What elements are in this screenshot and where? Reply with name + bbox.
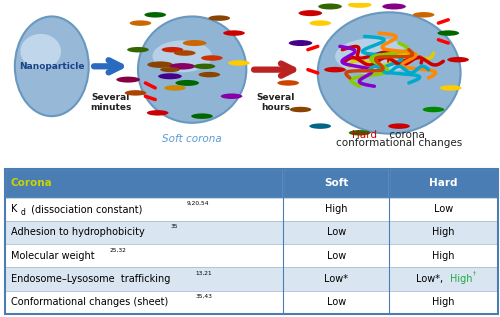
Text: Low*,: Low*, <box>416 274 446 284</box>
Ellipse shape <box>144 12 166 17</box>
Ellipse shape <box>183 40 206 46</box>
Text: High: High <box>432 297 454 307</box>
Ellipse shape <box>158 73 182 79</box>
Ellipse shape <box>124 90 146 96</box>
Ellipse shape <box>127 47 149 52</box>
Ellipse shape <box>318 12 460 133</box>
Bar <box>389 291 498 314</box>
Text: 13,21: 13,21 <box>196 271 212 276</box>
Text: 35: 35 <box>171 224 178 229</box>
Ellipse shape <box>194 64 216 69</box>
Ellipse shape <box>201 55 222 61</box>
Ellipse shape <box>318 3 342 10</box>
Text: Soft: Soft <box>324 178 348 188</box>
Bar <box>284 291 389 314</box>
Text: 9,20,54: 9,20,54 <box>186 201 209 206</box>
Bar <box>284 244 389 267</box>
Bar <box>284 221 389 244</box>
Ellipse shape <box>148 61 173 68</box>
Ellipse shape <box>440 85 462 91</box>
Ellipse shape <box>198 72 220 77</box>
Ellipse shape <box>422 107 444 112</box>
Text: Molecular weight: Molecular weight <box>11 251 94 261</box>
Ellipse shape <box>176 80 199 86</box>
Text: Hard: Hard <box>429 178 458 188</box>
Ellipse shape <box>335 38 413 74</box>
Ellipse shape <box>15 16 88 116</box>
Ellipse shape <box>290 107 312 112</box>
Text: 25,32: 25,32 <box>110 247 126 252</box>
Text: Several
hours: Several hours <box>256 93 295 112</box>
Ellipse shape <box>310 123 331 129</box>
Ellipse shape <box>138 16 246 123</box>
Ellipse shape <box>438 30 459 36</box>
Ellipse shape <box>191 113 213 119</box>
Text: High: High <box>450 274 472 284</box>
Ellipse shape <box>448 57 469 62</box>
Ellipse shape <box>220 94 242 99</box>
Text: Nanoparticle: Nanoparticle <box>19 62 84 71</box>
Ellipse shape <box>164 85 186 91</box>
Text: High: High <box>432 251 454 261</box>
Bar <box>389 244 498 267</box>
Ellipse shape <box>413 12 434 17</box>
Bar <box>5 221 283 244</box>
Text: Soft corona: Soft corona <box>162 134 222 145</box>
Bar <box>5 197 283 221</box>
Bar <box>389 221 498 244</box>
Text: †: † <box>474 271 476 276</box>
Ellipse shape <box>278 80 299 86</box>
Text: Endosome–Lysosome  trafficking: Endosome–Lysosome trafficking <box>11 274 170 284</box>
Text: Conformational changes (sheet): Conformational changes (sheet) <box>11 297 168 307</box>
Ellipse shape <box>349 130 370 136</box>
Ellipse shape <box>324 67 346 72</box>
Bar <box>284 169 389 197</box>
Ellipse shape <box>223 30 245 36</box>
Bar <box>389 169 498 197</box>
Ellipse shape <box>152 40 212 72</box>
Text: Hard: Hard <box>352 130 377 140</box>
Ellipse shape <box>162 47 184 52</box>
Text: High: High <box>325 204 347 214</box>
Bar <box>389 267 498 291</box>
Bar <box>284 197 389 221</box>
Text: High: High <box>432 227 454 237</box>
Text: corona: corona <box>386 130 424 140</box>
Text: Low: Low <box>326 251 346 261</box>
Text: K: K <box>11 204 18 214</box>
Text: Several
minutes: Several minutes <box>90 93 132 112</box>
Ellipse shape <box>382 3 406 10</box>
Text: Low: Low <box>434 204 453 214</box>
Text: Corona: Corona <box>11 178 52 188</box>
Ellipse shape <box>208 16 230 21</box>
Bar <box>5 267 283 291</box>
Text: Low: Low <box>326 227 346 237</box>
Ellipse shape <box>348 2 372 8</box>
Bar <box>5 291 283 314</box>
Bar <box>284 267 389 291</box>
Ellipse shape <box>388 123 410 129</box>
Ellipse shape <box>310 20 331 26</box>
Text: (dissociation constant): (dissociation constant) <box>28 204 142 214</box>
Text: Adhesion to hydrophobicity: Adhesion to hydrophobicity <box>11 227 144 237</box>
Ellipse shape <box>160 67 180 72</box>
Ellipse shape <box>116 77 140 83</box>
Text: Low: Low <box>326 297 346 307</box>
Bar <box>5 169 283 197</box>
Ellipse shape <box>130 20 152 26</box>
Ellipse shape <box>174 50 196 56</box>
Text: Low*: Low* <box>324 274 348 284</box>
Text: 35,43: 35,43 <box>196 294 212 299</box>
Ellipse shape <box>298 10 322 16</box>
Ellipse shape <box>147 110 169 116</box>
Ellipse shape <box>170 63 195 69</box>
Ellipse shape <box>228 60 250 66</box>
Text: conformational changes: conformational changes <box>336 138 462 148</box>
Text: d: d <box>21 208 25 217</box>
Ellipse shape <box>20 34 61 69</box>
Bar <box>389 197 498 221</box>
Bar <box>5 244 283 267</box>
Ellipse shape <box>288 40 312 46</box>
